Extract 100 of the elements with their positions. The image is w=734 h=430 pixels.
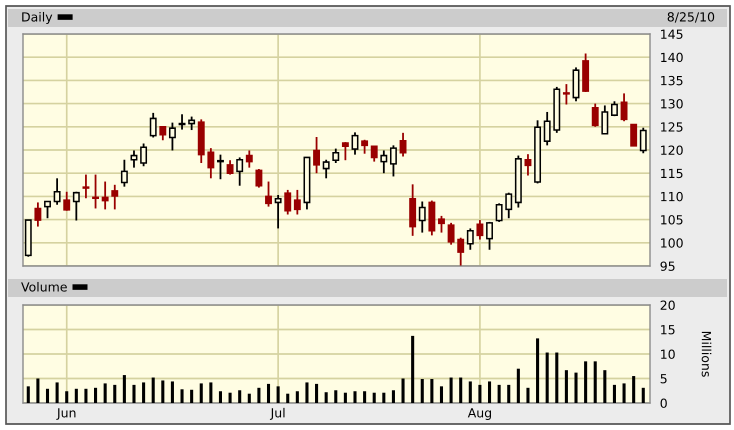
- bar: [430, 378, 434, 403]
- candlestick: [82, 174, 90, 200]
- candlestick: [188, 116, 196, 131]
- candlestick: [226, 159, 234, 176]
- bar: [200, 383, 203, 403]
- bar: [536, 338, 540, 403]
- bar: [498, 384, 501, 403]
- legend-label: Daily: [22, 12, 52, 24]
- bar: [334, 390, 338, 403]
- candlestick: [34, 202, 42, 228]
- bar: [402, 378, 405, 403]
- bar: [603, 370, 606, 403]
- candlestick: [620, 92, 628, 122]
- bar: [353, 391, 357, 403]
- bar: [420, 378, 424, 403]
- bar: [440, 386, 444, 403]
- bar: [546, 352, 549, 403]
- candlestick: [246, 150, 253, 169]
- candlestick: [313, 136, 320, 174]
- candlestick: [610, 100, 618, 118]
- bar: [622, 383, 626, 403]
- candlestick: [178, 113, 186, 130]
- bar: [286, 394, 290, 403]
- y-tick-label: 145: [661, 30, 682, 39]
- text: 8/25/10: [668, 12, 714, 23]
- candlestick: [111, 184, 118, 210]
- candlestick: [438, 214, 445, 234]
- bar: [209, 382, 212, 403]
- y-tick-label: 125: [661, 122, 682, 132]
- bar: [450, 378, 453, 403]
- candlestick: [63, 190, 70, 212]
- candlestick: [418, 200, 426, 234]
- bar: [612, 384, 616, 403]
- bar: [574, 372, 578, 403]
- y-tick-label: 95: [660, 261, 675, 271]
- candlestick: [544, 111, 551, 146]
- candlestick: [294, 189, 301, 216]
- candlestick: [92, 174, 100, 210]
- y-tick-label: 105: [661, 215, 682, 225]
- bar: [257, 388, 260, 403]
- candlestick: [505, 192, 512, 220]
- candlestick: [150, 112, 157, 138]
- candlestick: [284, 189, 292, 216]
- candlestick: [640, 126, 647, 154]
- bar: [36, 378, 40, 403]
- bar: [488, 381, 492, 403]
- candlestick: [168, 122, 176, 152]
- y-tick-label: 110: [661, 192, 683, 202]
- candlestick: [44, 200, 51, 220]
- candlestick: [601, 104, 608, 136]
- bar: [132, 384, 136, 403]
- candlestick: [102, 180, 109, 210]
- bar: [594, 361, 597, 403]
- candlestick: [274, 194, 282, 230]
- bar: [344, 392, 347, 403]
- bar: [478, 384, 482, 403]
- candlestick: [130, 150, 138, 169]
- candlestick: [592, 102, 599, 128]
- bar: [26, 386, 30, 403]
- candlestick: [217, 154, 224, 180]
- candlestick: [207, 147, 214, 180]
- bar: [142, 382, 146, 403]
- candlestick: [457, 236, 464, 266]
- bar: [161, 380, 164, 403]
- candlestick: [332, 148, 340, 164]
- bar: [276, 386, 280, 403]
- bar: [94, 388, 98, 403]
- candlestick: [159, 125, 166, 142]
- candlestick: [236, 156, 244, 187]
- candlestick: [486, 221, 493, 251]
- legend-label: Volume: [21, 282, 67, 292]
- bar: [526, 388, 530, 403]
- bar: [305, 382, 308, 403]
- bar: [468, 381, 472, 403]
- candlestick: [380, 150, 388, 174]
- bar: [507, 384, 510, 403]
- candlestick: [140, 142, 148, 168]
- candlestick: [400, 132, 406, 158]
- y-tick-label: 140: [661, 52, 683, 62]
- candlestick: [476, 219, 484, 240]
- candlestick: [390, 144, 397, 178]
- candlestick: [342, 141, 349, 162]
- candlestick: [562, 83, 570, 106]
- candlestick: [370, 144, 378, 163]
- bar: [190, 390, 194, 403]
- y-tick-label: 0: [660, 398, 667, 408]
- y-tick-label: 135: [661, 76, 682, 86]
- bar: [56, 382, 59, 403]
- x-tick-label: Jun: [56, 408, 76, 420]
- bar: [642, 388, 645, 403]
- y-tick-label: 20: [660, 300, 675, 310]
- bar: [372, 392, 376, 403]
- candlestick: [352, 131, 358, 156]
- bar: [584, 361, 588, 403]
- y-tick-label: 100: [661, 238, 683, 248]
- y-tick-label: 5: [660, 374, 667, 384]
- candlestick: [496, 202, 503, 223]
- y-tick-label: 115: [661, 168, 682, 178]
- bar: [632, 376, 636, 403]
- bar: [564, 370, 568, 403]
